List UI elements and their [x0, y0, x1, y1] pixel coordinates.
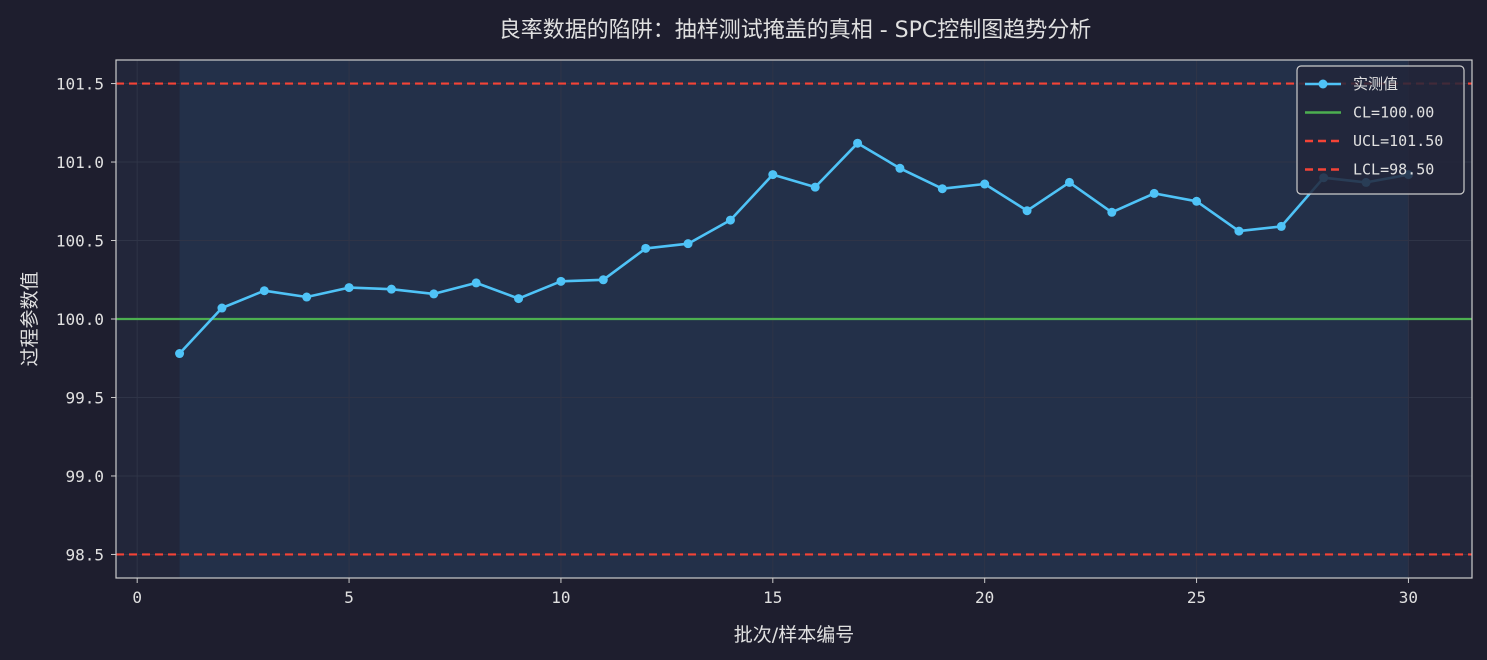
y-tick-label: 101.5 — [56, 75, 104, 94]
data-point — [1064, 177, 1074, 187]
data-point — [1276, 221, 1286, 231]
x-axis-ticks: 0 5 10 15 20 25 30 — [132, 578, 1418, 607]
legend-label: UCL=101.50 — [1353, 132, 1443, 150]
y-axis-ticks: 98.5 99.0 99.5 100.0 100.5 101.0 101.5 — [56, 75, 116, 564]
data-point — [641, 243, 651, 253]
legend-box — [1296, 65, 1465, 195]
legend: 实测值 CL=100.00 UCL=101.50 LCL=98.50 — [1296, 65, 1465, 195]
data-point — [556, 276, 566, 286]
data-point — [386, 284, 396, 294]
y-tick-label: 99.0 — [65, 467, 104, 486]
data-point — [1234, 226, 1244, 236]
x-tick-label: 10 — [551, 588, 570, 607]
data-point — [471, 278, 481, 288]
y-axis-title: 过程参数值 — [19, 271, 41, 366]
data-point — [937, 184, 947, 194]
x-axis-title: 批次/样本编号 — [734, 624, 854, 646]
x-tick-label: 0 — [132, 588, 142, 607]
data-point — [259, 286, 269, 296]
data-point — [810, 182, 820, 192]
x-tick-label: 5 — [344, 588, 354, 607]
x-tick-label: 15 — [763, 588, 782, 607]
data-point — [598, 275, 608, 285]
x-tick-label: 20 — [975, 588, 994, 607]
control-lines — [116, 82, 1472, 556]
data-point — [217, 303, 227, 313]
y-tick-label: 98.5 — [65, 545, 104, 564]
data-point — [1192, 196, 1202, 206]
y-tick-label: 100.5 — [56, 232, 104, 251]
data-point — [895, 163, 905, 173]
series-line — [178, 141, 1409, 355]
y-tick-label: 101.0 — [56, 153, 104, 172]
data-point — [429, 289, 439, 299]
legend-label: CL=100.00 — [1353, 104, 1434, 122]
chart-title: 良率数据的陷阱：抽样测试掩盖的真相 - SPC控制图趋势分析 — [499, 18, 1092, 43]
y-tick-label: 100.0 — [56, 310, 104, 329]
x-tick-label: 25 — [1187, 588, 1206, 607]
legend-label: LCL=98.50 — [1353, 161, 1434, 179]
data-point — [1149, 188, 1159, 198]
y-tick-label: 99.5 — [65, 388, 104, 407]
legend-marker — [1318, 79, 1328, 89]
data-point — [175, 349, 185, 359]
data-point — [725, 215, 735, 225]
data-point — [1022, 206, 1032, 216]
data-point — [768, 170, 778, 180]
data-point — [514, 294, 524, 304]
data-point — [853, 138, 863, 148]
series-layer — [175, 138, 1413, 359]
data-point — [1107, 207, 1117, 217]
data-point — [344, 283, 354, 293]
legend-label: 实测值 — [1353, 75, 1398, 93]
data-point — [302, 292, 312, 302]
data-point — [683, 239, 693, 249]
x-tick-label: 30 — [1399, 588, 1418, 607]
data-point — [980, 179, 990, 189]
